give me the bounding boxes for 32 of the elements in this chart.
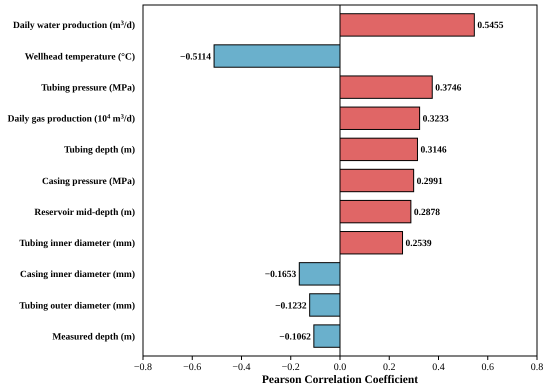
data-label: −0.1653 <box>264 270 297 280</box>
data-label: −0.1062 <box>279 332 312 342</box>
data-label: 0.3746 <box>435 83 462 94</box>
data-label: −0.1232 <box>275 301 307 312</box>
y-tick-label: Reservoir mid-depth (m) <box>34 208 135 218</box>
y-tick-label: Wellhead temperature (°C) <box>24 52 135 62</box>
x-axis-title: Pearson Correlation Coefficient <box>262 374 418 386</box>
data-label: 0.3146 <box>420 146 447 156</box>
data-label: 0.5455 <box>477 21 504 32</box>
data-label: 0.2991 <box>416 176 444 187</box>
y-tick-label: Casing pressure (MPa) <box>42 176 135 187</box>
y-tick-label: Measured depth (m) <box>52 332 135 342</box>
data-label: 0.2878 <box>414 208 440 218</box>
x-tick-label: −0.2 <box>282 362 300 373</box>
y-tick-label: Casing inner diameter (mm) <box>20 270 135 280</box>
y-tick-label: Tubing outer diameter (mm) <box>19 301 135 312</box>
y-tick-label: Tubing inner diameter (mm) <box>19 239 135 250</box>
x-tick-label: 0.8 <box>530 362 544 373</box>
y-tick-label: Tubing depth (m) <box>64 146 135 156</box>
x-tick-label: 0.2 <box>383 362 396 373</box>
y-tick-label: Daily gas production (10$^{4}$ m$^{3}$/d) <box>8 113 135 125</box>
x-tick-label: 0.6 <box>482 362 494 373</box>
y-tick-label: Tubing pressure (MPa) <box>41 83 135 94</box>
data-label: 0.3233 <box>422 114 449 125</box>
x-tick-label: −0.8 <box>134 362 152 373</box>
x-tick-label: −0.6 <box>183 362 202 373</box>
y-tick-label: Daily water production (m$^{3}$/d) <box>13 20 135 32</box>
data-label: −0.5114 <box>180 52 212 62</box>
x-tick-label: −0.4 <box>232 362 251 373</box>
x-tick-label: 0.0 <box>334 362 346 373</box>
x-tick-label: 0.4 <box>432 362 445 373</box>
data-label: 0.2539 <box>406 239 432 250</box>
